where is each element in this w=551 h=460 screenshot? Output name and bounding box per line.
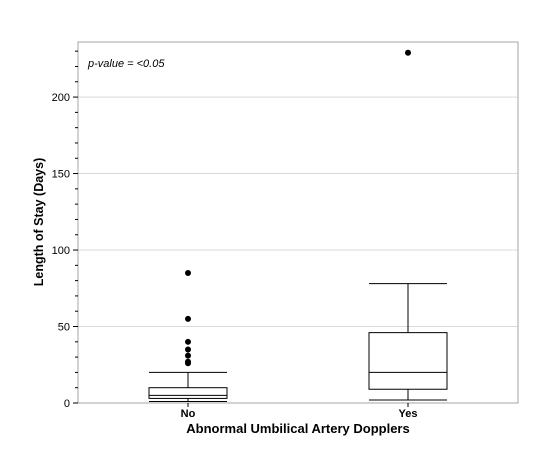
- y-tick-label: 0: [64, 398, 70, 410]
- outlier-point: [405, 49, 411, 56]
- outlier-point: [185, 269, 191, 276]
- p-value-annotation: p-value = <0.05: [87, 58, 165, 70]
- x-axis-label: Abnormal Umbilical Artery Dopplers: [186, 421, 409, 436]
- x-tick-label: Yes: [399, 408, 418, 420]
- y-axis: 0 50 100 150 200: [52, 50, 78, 410]
- y-tick-label: 150: [52, 169, 70, 181]
- outlier-point: [185, 315, 191, 322]
- outlier-point: [185, 338, 191, 345]
- plot-frame: [77, 41, 519, 404]
- y-tick-label: 50: [58, 322, 70, 334]
- y-axis-label: Length of Stay (Days): [32, 158, 46, 287]
- outliers: [185, 49, 411, 367]
- box-no: [148, 387, 228, 399]
- boxes: [148, 283, 448, 402]
- gridlines: [78, 96, 518, 328]
- outlier-point: [185, 358, 191, 365]
- x-tick-label: No: [181, 408, 196, 420]
- y-tick-label: 100: [52, 245, 70, 257]
- outlier-point: [185, 352, 191, 359]
- y-tick-label: 200: [52, 92, 70, 104]
- outlier-point: [185, 346, 191, 353]
- x-axis: No Yes: [181, 403, 418, 420]
- box-yes: [368, 332, 448, 390]
